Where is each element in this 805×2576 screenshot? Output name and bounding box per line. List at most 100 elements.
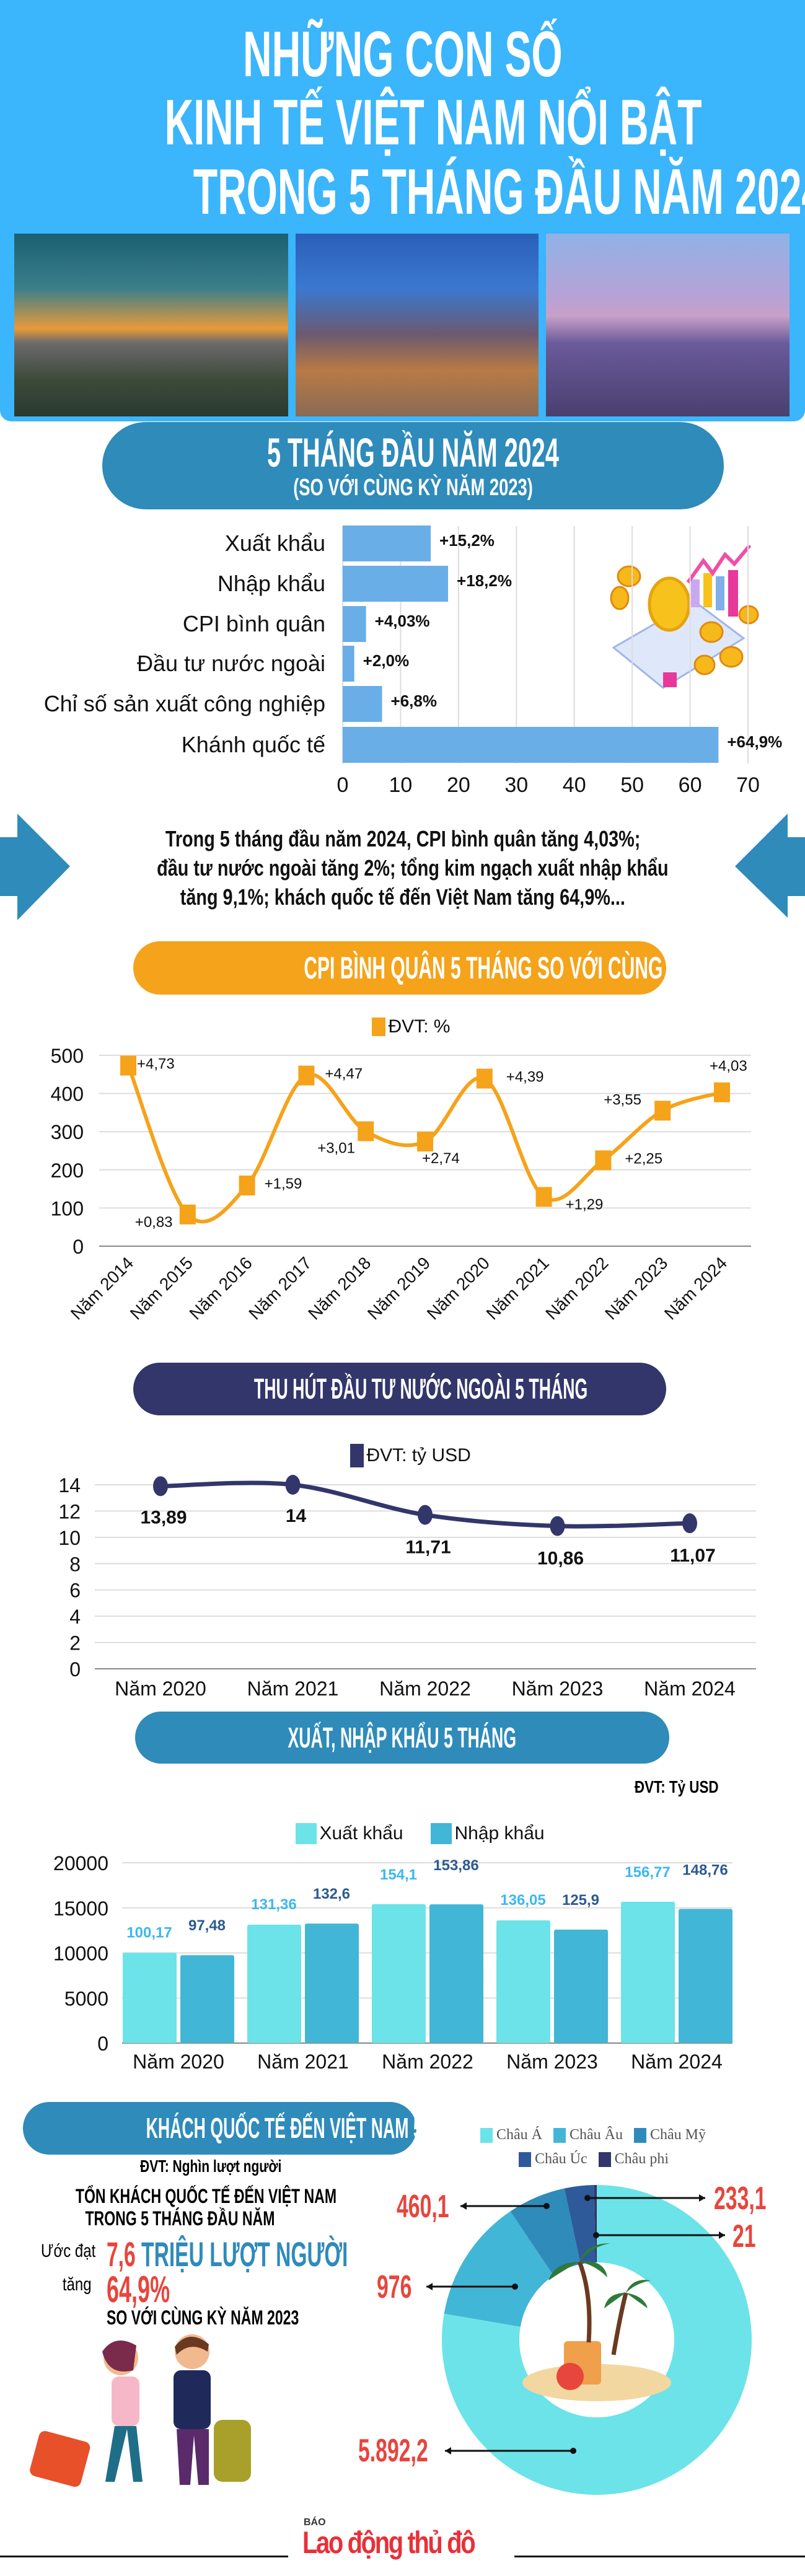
legend-swatch-asia bbox=[480, 2128, 493, 2143]
donut-value-label: 460,1 bbox=[397, 2189, 449, 2225]
donut-value-label: 233,1 bbox=[714, 2181, 767, 2217]
y-tick-label: 14 bbox=[58, 1474, 81, 1497]
palm-trunks bbox=[577, 2261, 628, 2355]
x-tick-label: 20 bbox=[447, 773, 470, 797]
woman-top bbox=[112, 2376, 139, 2426]
arrowhead-icon bbox=[460, 2202, 467, 2210]
y-tick-label: 10000 bbox=[53, 1943, 108, 1965]
legend-label-asia: Châu Á bbox=[496, 2127, 542, 2143]
data-label: 11,71 bbox=[405, 1537, 451, 1558]
right-arrow-icon bbox=[735, 814, 805, 918]
legend-swatch-america bbox=[634, 2128, 646, 2143]
leader-dot bbox=[543, 2203, 550, 2209]
data-point-marker bbox=[298, 1065, 315, 1086]
bar-value-label: +64,9% bbox=[727, 732, 782, 751]
bar-category-label: Chỉ số sản xuất công nghiệp bbox=[44, 691, 325, 716]
donut-slice-4 bbox=[594, 2185, 597, 2263]
bar-category-label: Xuất khẩu bbox=[225, 530, 325, 556]
data-point-marker bbox=[535, 1187, 552, 1207]
y-tick-label: 15000 bbox=[53, 1897, 108, 1920]
bar-import bbox=[305, 1923, 359, 2043]
y-tick-label: 20000 bbox=[53, 1852, 108, 1875]
x-tick-label: 10 bbox=[389, 773, 413, 797]
legend-label-europe: Châu Âu bbox=[570, 2127, 623, 2143]
travelers-illustration bbox=[30, 2334, 251, 2487]
y-tick-label: 4 bbox=[69, 1606, 81, 1628]
summary-title: 5 THÁNG ĐẦU NĂM 2024 bbox=[267, 429, 559, 475]
palm-leaves-icon bbox=[548, 2243, 610, 2280]
bar-value-label: +15,2% bbox=[439, 531, 495, 550]
x-tick-label: Năm 2024 bbox=[661, 1253, 731, 1323]
arrowhead-icon bbox=[426, 2283, 433, 2290]
tourism-total-heading: TỔN KHÁCH QUỐC TẾ ĐẾN VIỆT NAM TRONG 5 T… bbox=[25, 2185, 337, 2230]
photo-city-sunset bbox=[14, 234, 288, 416]
title-text-1: NHỮNG CON SỐ bbox=[242, 19, 563, 90]
bar-import bbox=[679, 1909, 732, 2043]
title-text-2: KINH TẾ VIỆT NAM NỔI BẬT bbox=[164, 87, 702, 159]
footer-divider-left bbox=[0, 2556, 288, 2557]
data-label: +3,01 bbox=[317, 1140, 355, 1157]
page-title-line-3: TRONG 5 THÁNG ĐẦU NĂM 2024 bbox=[0, 160, 805, 224]
bar-value-label: 136,05 bbox=[500, 1892, 545, 1909]
bar-value-label: 156,77 bbox=[625, 1864, 670, 1881]
data-label: 14 bbox=[286, 1506, 307, 1526]
data-label: +1,59 bbox=[265, 1176, 302, 1192]
y-tick-label: 6 bbox=[69, 1580, 81, 1602]
data-label: +4,03 bbox=[710, 1058, 747, 1075]
x-tick-label: Năm 2017 bbox=[245, 1253, 315, 1323]
arrowhead-icon bbox=[719, 2231, 725, 2239]
trade-unit-text: ĐVT: Tỷ USD bbox=[635, 1777, 719, 1796]
data-label: +1,29 bbox=[566, 1197, 604, 1213]
legend-swatch-import bbox=[431, 1823, 452, 1844]
estimate-label-text: Ước đạt bbox=[41, 2241, 96, 2261]
chart-bar-icon bbox=[716, 576, 724, 610]
x-tick-label: Năm 2021 bbox=[247, 1677, 339, 1700]
summary-subtitle: (SO VỚI CÙNG KỲ NĂM 2023) bbox=[293, 475, 533, 501]
donut-value-label: 976 bbox=[377, 2269, 411, 2305]
x-tick-label: Năm 2016 bbox=[186, 1253, 256, 1323]
bar-export bbox=[621, 1901, 675, 2043]
data-label: +4,39 bbox=[506, 1069, 544, 1086]
x-tick-label: Năm 2021 bbox=[257, 2051, 349, 2073]
donut-slice-3 bbox=[564, 2185, 596, 2264]
bar-value-label: +6,8% bbox=[391, 692, 437, 710]
total-line-1: TỔN KHÁCH QUỐC TẾ ĐẾN VIỆT NAM bbox=[75, 2185, 337, 2207]
y-tick-label: 200 bbox=[51, 1159, 84, 1182]
legend-swatch-europe bbox=[553, 2128, 566, 2143]
x-tick-label: Năm 2023 bbox=[601, 1253, 671, 1323]
y-tick-label: 0 bbox=[69, 1658, 81, 1681]
y-tick-label: 0 bbox=[73, 1236, 84, 1258]
data-point-marker bbox=[358, 1121, 374, 1141]
bar-value-label: +18,2% bbox=[457, 571, 512, 590]
bar-category-label: CPI bình quân bbox=[183, 611, 325, 636]
bar-value-label: 97,48 bbox=[188, 1917, 226, 1934]
donut-slice-2 bbox=[510, 2188, 581, 2276]
data-point-marker bbox=[595, 1150, 612, 1171]
bar-value-label: 132,6 bbox=[313, 1886, 350, 1902]
data-label: +2,25 bbox=[625, 1150, 662, 1167]
y-tick-label: 2 bbox=[69, 1632, 81, 1655]
x-tick-label: Năm 2024 bbox=[644, 1677, 736, 1700]
bar-value-label: 154,1 bbox=[380, 1866, 417, 1883]
bar-export bbox=[496, 1920, 550, 2043]
tourism-unit: ĐVT: Nghìn lượt người bbox=[87, 2156, 335, 2176]
data-point-marker bbox=[654, 1101, 671, 1121]
photo-skyline bbox=[546, 234, 790, 416]
bar-import bbox=[554, 1929, 608, 2043]
bar-value-label: 153,86 bbox=[433, 1857, 478, 1874]
y-tick-label: 12 bbox=[58, 1500, 81, 1523]
data-label: 13,89 bbox=[140, 1507, 187, 1528]
olive-suitcase-icon bbox=[214, 2420, 251, 2482]
fdi-title-pill: THU HÚT ĐẦU TƯ NƯỚC NGOÀI 5 THÁNG bbox=[133, 1363, 666, 1415]
x-tick-label: Năm 2021 bbox=[483, 1253, 553, 1323]
y-tick-label: 10 bbox=[58, 1527, 81, 1549]
legend-label: ĐVT: tỷ USD bbox=[366, 1445, 471, 1466]
bar-import bbox=[429, 1904, 483, 2043]
header-banner: NHỮNG CON SỐ KINH TẾ VIỆT NAM NỔI BẬT TR… bbox=[0, 0, 805, 421]
summary-paragraph: Trong 5 tháng đầu năm 2024, CPI bình quâ… bbox=[93, 824, 713, 912]
x-tick-label: 40 bbox=[563, 773, 586, 797]
page-title-line-2: KINH TẾ VIỆT NAM NỔI BẬT bbox=[0, 90, 805, 155]
legend-swatch-australia bbox=[519, 2152, 531, 2168]
bar-value-label: +2,0% bbox=[363, 651, 409, 670]
data-label: +0,83 bbox=[135, 1214, 173, 1231]
